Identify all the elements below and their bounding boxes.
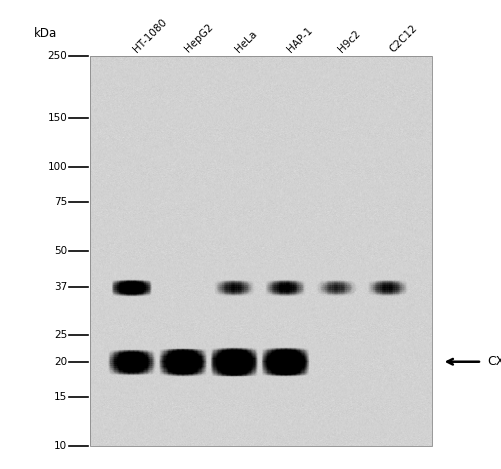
Text: H9c2: H9c2 [336,28,361,54]
Text: HAP-1: HAP-1 [285,25,314,54]
Text: 250: 250 [48,51,67,61]
Text: 150: 150 [48,113,67,123]
Text: 25: 25 [54,330,67,340]
Text: HT-1080: HT-1080 [131,16,168,54]
Text: 20: 20 [54,357,67,367]
Text: 10: 10 [54,440,67,451]
Text: 37: 37 [54,282,67,292]
Text: 15: 15 [54,392,67,401]
Text: HepG2: HepG2 [182,22,214,54]
Text: kDa: kDa [34,27,57,40]
Text: C2C12: C2C12 [387,23,418,54]
Text: 50: 50 [54,246,67,256]
Text: 75: 75 [54,197,67,207]
Text: HeLa: HeLa [233,28,259,54]
Text: 100: 100 [48,162,67,172]
Text: CXCL5: CXCL5 [486,355,501,368]
